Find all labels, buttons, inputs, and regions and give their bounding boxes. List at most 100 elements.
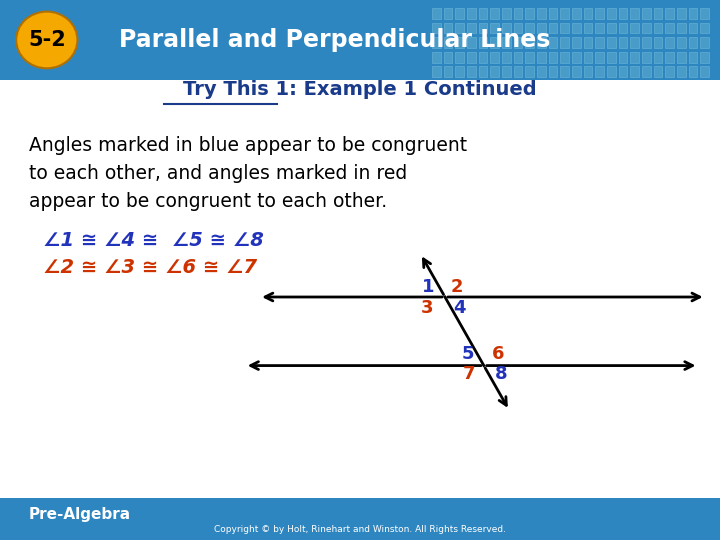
Bar (701, 23, 709, 33)
Bar (701, 52, 709, 63)
Bar (688, 66, 697, 77)
Bar (701, 66, 709, 77)
Bar (513, 66, 522, 77)
Bar (642, 66, 651, 77)
Bar (432, 8, 441, 19)
Bar (572, 37, 580, 48)
Bar (537, 23, 546, 33)
Bar (688, 8, 697, 19)
Bar (665, 23, 674, 33)
Bar (560, 23, 569, 33)
Text: 8: 8 (495, 365, 508, 383)
Bar (549, 8, 557, 19)
Bar (502, 37, 510, 48)
Bar (618, 37, 627, 48)
Bar (0, 0, 720, 80)
Text: 5: 5 (462, 345, 474, 363)
Bar (432, 23, 441, 33)
Bar (444, 23, 452, 33)
Bar (537, 66, 546, 77)
Bar (455, 52, 464, 63)
Bar (502, 66, 510, 77)
Bar (513, 52, 522, 63)
Bar (584, 66, 593, 77)
Bar (549, 66, 557, 77)
Bar (630, 8, 639, 19)
Bar (549, 52, 557, 63)
Bar (630, 52, 639, 63)
Bar (572, 23, 580, 33)
Bar (490, 8, 499, 19)
Text: ∠1 ≅ ∠4 ≅  ∠5 ≅ ∠8: ∠1 ≅ ∠4 ≅ ∠5 ≅ ∠8 (43, 231, 264, 250)
Text: Parallel and Perpendicular Lines: Parallel and Perpendicular Lines (119, 28, 550, 52)
Bar (665, 37, 674, 48)
Bar (642, 37, 651, 48)
Bar (677, 66, 685, 77)
Bar (677, 8, 685, 19)
Text: to each other, and angles marked in red: to each other, and angles marked in red (29, 164, 407, 184)
Text: appear to be congruent to each other.: appear to be congruent to each other. (29, 192, 387, 212)
Bar (490, 37, 499, 48)
Bar (526, 8, 534, 19)
Bar (665, 66, 674, 77)
Bar (618, 8, 627, 19)
Bar (526, 66, 534, 77)
Text: 5-2: 5-2 (28, 30, 66, 50)
Bar (572, 8, 580, 19)
Bar (665, 52, 674, 63)
Bar (630, 66, 639, 77)
Bar (444, 37, 452, 48)
Bar (654, 37, 662, 48)
Bar (490, 23, 499, 33)
Bar (642, 8, 651, 19)
Bar (537, 8, 546, 19)
Bar (618, 66, 627, 77)
Bar (0, 498, 720, 540)
Bar (584, 23, 593, 33)
Bar (526, 23, 534, 33)
Bar (607, 23, 616, 33)
Bar (502, 23, 510, 33)
Text: Try This 1: Example 1 Continued: Try This 1: Example 1 Continued (183, 79, 537, 99)
Bar (513, 8, 522, 19)
Bar (467, 37, 476, 48)
Bar (502, 8, 510, 19)
Text: 1: 1 (422, 278, 435, 296)
Bar (688, 23, 697, 33)
Text: Angles marked in blue appear to be congruent: Angles marked in blue appear to be congr… (29, 136, 467, 156)
Bar (479, 66, 487, 77)
Bar (677, 52, 685, 63)
Bar (537, 37, 546, 48)
Bar (479, 52, 487, 63)
Bar (432, 52, 441, 63)
Bar (467, 8, 476, 19)
Bar (455, 8, 464, 19)
Bar (630, 37, 639, 48)
Bar (701, 37, 709, 48)
Bar (607, 37, 616, 48)
Bar (549, 23, 557, 33)
Bar (479, 23, 487, 33)
Bar (560, 66, 569, 77)
Bar (444, 66, 452, 77)
Bar (584, 8, 593, 19)
Bar (572, 66, 580, 77)
Bar (584, 37, 593, 48)
Bar (479, 37, 487, 48)
Bar (642, 52, 651, 63)
Bar (526, 37, 534, 48)
Text: ∠2 ≅ ∠3 ≅ ∠6 ≅ ∠7: ∠2 ≅ ∠3 ≅ ∠6 ≅ ∠7 (43, 258, 257, 277)
Bar (701, 8, 709, 19)
Bar (677, 23, 685, 33)
Bar (654, 66, 662, 77)
Bar (444, 52, 452, 63)
Bar (490, 66, 499, 77)
Bar (677, 37, 685, 48)
Bar (490, 52, 499, 63)
Bar (688, 52, 697, 63)
Bar (607, 52, 616, 63)
Bar (618, 52, 627, 63)
Bar (607, 66, 616, 77)
Bar (549, 37, 557, 48)
Bar (537, 52, 546, 63)
